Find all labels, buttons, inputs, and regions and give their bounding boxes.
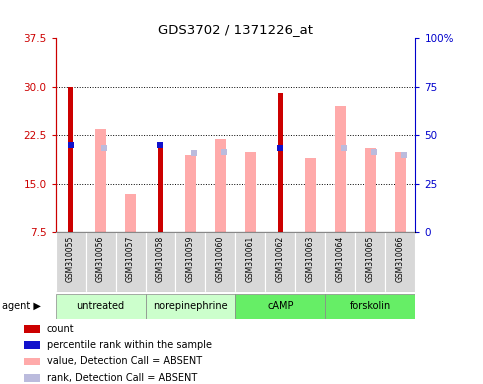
Bar [85,232,115,292]
Bar [385,232,415,292]
Bar [56,294,145,319]
Text: GSM310059: GSM310059 [186,235,195,282]
Title: GDS3702 / 1371226_at: GDS3702 / 1371226_at [158,23,313,36]
Bar [205,232,236,292]
Text: GSM310066: GSM310066 [396,235,405,282]
Bar [145,232,175,292]
Bar [278,93,283,232]
Text: agent ▶: agent ▶ [2,301,41,311]
Text: GSM310061: GSM310061 [246,235,255,281]
Text: forskolin: forskolin [350,301,391,311]
Text: GSM310065: GSM310065 [366,235,375,282]
Bar [145,294,236,319]
Bar [236,232,266,292]
Bar [95,129,106,232]
Text: count: count [47,324,74,334]
Bar [326,294,415,319]
Text: GSM310063: GSM310063 [306,235,315,282]
Text: percentile rank within the sample: percentile rank within the sample [47,340,212,350]
Bar [185,155,196,232]
Bar [24,374,40,382]
Bar [296,232,326,292]
Bar [24,325,40,333]
Text: GSM310057: GSM310057 [126,235,135,282]
Bar [24,341,40,349]
Text: rank, Detection Call = ABSENT: rank, Detection Call = ABSENT [47,373,197,383]
Bar [115,232,145,292]
Bar [245,152,256,232]
Bar [365,148,376,232]
Text: GSM310055: GSM310055 [66,235,75,282]
Bar [56,232,85,292]
Bar [158,148,163,232]
Bar [326,232,355,292]
Text: GSM310064: GSM310064 [336,235,345,282]
Text: GSM310060: GSM310060 [216,235,225,282]
Text: GSM310056: GSM310056 [96,235,105,282]
Text: untreated: untreated [76,301,125,311]
Bar [125,194,136,232]
Bar [68,87,73,232]
Text: GSM310058: GSM310058 [156,235,165,281]
Text: GSM310062: GSM310062 [276,235,285,281]
Bar [305,158,316,232]
Bar [355,232,385,292]
Bar [236,294,326,319]
Bar [175,232,205,292]
Bar [335,106,346,232]
Text: cAMP: cAMP [267,301,294,311]
Bar [215,139,226,232]
Bar [24,358,40,365]
Bar [266,232,296,292]
Text: value, Detection Call = ABSENT: value, Detection Call = ABSENT [47,356,202,366]
Text: norepinephrine: norepinephrine [153,301,228,311]
Bar [395,152,406,232]
